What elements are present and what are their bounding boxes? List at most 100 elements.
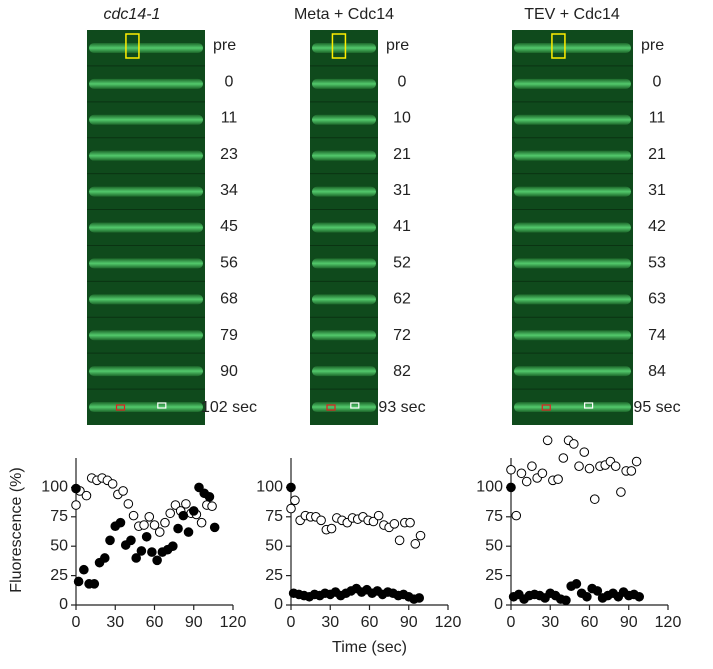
open-point [368,516,379,527]
open-point [196,517,207,528]
filled-point [136,546,147,556]
open-point [290,495,300,506]
open-point [81,490,92,501]
time-label: 21 [648,146,666,163]
open-point [542,435,553,446]
time-label: 82 [393,363,411,380]
x-tick-label: 120 [655,614,682,631]
open-point [316,515,326,526]
open-point [394,535,405,546]
y-tick-label: 75 [265,508,283,525]
time-label: 31 [648,182,666,199]
streak [89,222,203,233]
time-label: 0 [653,73,662,90]
streak [89,330,203,341]
x-axis-label: Time (sec) [332,639,407,656]
filled-point [99,553,110,563]
streak [514,402,631,413]
open-point [589,494,600,504]
time-label: 41 [393,218,411,235]
time-label: 102 sec [201,399,257,416]
time-label: 68 [220,291,238,308]
x-tick-label: 30 [541,614,559,631]
open-point [521,476,532,487]
streak [514,150,631,161]
streak [514,186,631,197]
time-label: 62 [393,291,411,308]
y-tick-label: 100 [41,479,68,496]
filled-point [188,506,199,516]
time-label: 10 [393,110,411,127]
filled-point [71,483,81,494]
x-tick-label: 60 [146,614,164,631]
streak [89,366,203,377]
y-axis-label: Fluorescence (%) [8,467,25,592]
filled-point [126,535,136,546]
open-point [569,439,579,449]
open-point [558,453,569,463]
filled-point [79,564,89,575]
x-tick-label: 90 [185,614,203,631]
filled-point [209,522,220,533]
roi-box [551,33,566,59]
y-tick-label: 50 [50,537,68,554]
open-point [610,461,621,472]
panel-title: TEV + Cdc14 [524,6,620,23]
x-tick-label: 60 [361,614,379,631]
time-label: 63 [648,291,666,308]
roi-red [115,404,126,411]
x-tick-label: 120 [435,614,462,631]
open-point [516,468,527,479]
filled-point [414,593,425,603]
y-tick-label: 0 [494,596,503,613]
open-point [326,523,337,534]
time-label: 95 sec [633,399,680,416]
panel-title: Meta + Cdc14 [294,6,394,23]
time-label: 79 [220,327,238,344]
streak [514,42,631,53]
open-point [574,461,584,472]
time-label: 84 [648,363,666,380]
streak [89,258,203,269]
streak [312,150,376,161]
streak [89,294,203,305]
open-point [128,510,139,521]
time-label: 31 [393,182,411,199]
open-point [181,499,191,509]
filled-point [131,553,141,563]
y-tick-label: 50 [265,537,283,554]
y-tick-label: 100 [256,479,283,496]
open-point [165,508,175,519]
time-label: 90 [220,363,238,380]
filled-point [592,586,603,596]
filled-point [634,591,645,602]
streak [89,150,203,161]
time-label: 23 [220,146,238,163]
filled-point [173,523,183,534]
open-point [139,520,149,530]
filled-point [152,555,162,566]
x-tick-label: 90 [400,614,418,631]
streak [312,222,376,233]
open-point [553,474,563,484]
open-point [149,520,160,530]
streak [312,294,376,305]
time-label: 72 [393,327,411,344]
filled-point [286,482,296,493]
panel-title: cdc14-1 [104,6,161,23]
y-tick-label: 75 [485,508,503,525]
x-tick-label: 30 [321,614,339,631]
open-point [207,501,217,512]
open-point [144,512,155,522]
y-tick-label: 25 [50,567,68,584]
x-tick-label: 120 [220,614,247,631]
streak [312,402,376,413]
streak [89,114,203,125]
open-point [537,468,548,479]
streak [312,42,376,53]
roi-white [583,402,594,409]
time-label: pre [641,37,664,54]
time-label: 45 [220,218,238,235]
y-tick-label: 0 [274,596,283,613]
filled-point [147,547,157,557]
